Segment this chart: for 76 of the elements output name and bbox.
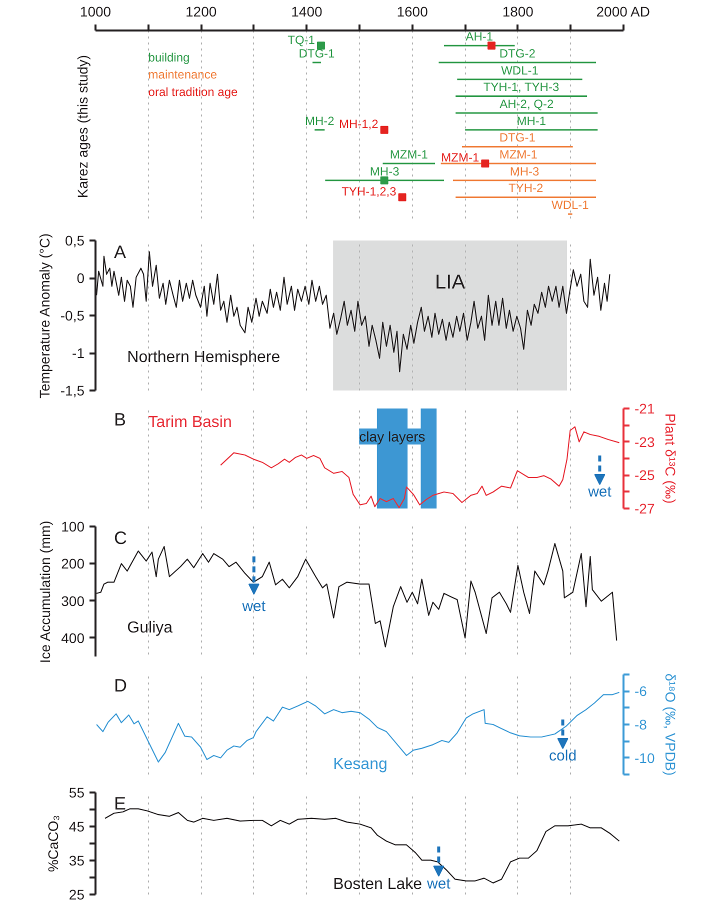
y2-axis-title: δ¹⁸O (‰, VPDB) xyxy=(662,673,679,776)
annotation: wet xyxy=(587,484,612,500)
data-label: MH-1 xyxy=(516,114,546,128)
x-tick-label: 1800 xyxy=(502,4,534,20)
y-tick-label: 0 xyxy=(76,270,85,286)
annotation: cold xyxy=(549,748,577,764)
y-axis-title: %CaCO₃ xyxy=(44,814,61,872)
text: Northern Hemisphere xyxy=(127,349,280,366)
data-label: DTG-1 xyxy=(499,130,536,145)
annotation: wet xyxy=(241,598,266,615)
series-label: Bosten Lake xyxy=(333,876,422,893)
y2-tick-label: -21 xyxy=(634,400,655,416)
y2-tick-label: -6 xyxy=(634,683,648,700)
y2-tick-label: -25 xyxy=(634,467,655,484)
x-tick-label: 1200 xyxy=(186,4,217,20)
data-label: MH-1,2 xyxy=(338,116,379,131)
y-tick-label: -1 xyxy=(72,345,85,361)
annotation: C xyxy=(114,528,127,548)
data-label: WDL-1 xyxy=(501,63,539,78)
data-label: MZM-1 xyxy=(390,148,428,162)
data-label: MH-3 xyxy=(370,164,400,178)
data-label: DTG-2 xyxy=(499,46,536,60)
y-axis-title: Karez ages (this study) xyxy=(74,54,90,198)
data-label: TQ-1 xyxy=(288,32,316,47)
x-tick-label: 1600 xyxy=(396,4,428,20)
data-label: AH-2, Q-2 xyxy=(500,97,554,112)
x-tick-label: 2000 AD xyxy=(596,4,650,20)
y2-tick-label: -23 xyxy=(634,434,655,450)
text: maintenance xyxy=(148,68,218,82)
data-label: TYH-1,2,3 xyxy=(342,184,397,198)
data-label: WDL-1 xyxy=(552,198,590,212)
point xyxy=(488,42,496,50)
text: oral tradition age xyxy=(148,84,238,99)
point xyxy=(380,126,388,134)
y-tick-label: 45 xyxy=(68,818,85,834)
series-label: Kesang xyxy=(333,756,388,773)
data-label: TYH-2 xyxy=(508,181,544,196)
x-tick-label: 1000 xyxy=(80,4,112,20)
data-label: MZM-1 xyxy=(441,150,480,165)
point xyxy=(398,193,406,202)
y-tick-label: 25 xyxy=(68,886,85,902)
y2-axis-title: Plant δ¹³C (‰) xyxy=(662,413,679,504)
y-tick-label: 55 xyxy=(68,784,85,800)
y-tick-label: -1,5 xyxy=(60,382,85,398)
line-series xyxy=(220,426,620,508)
band-label: LIA xyxy=(435,272,466,294)
y2-tick-label: -8 xyxy=(634,716,648,732)
annotation: B xyxy=(114,410,126,430)
point xyxy=(380,176,388,184)
band-label: clay layers xyxy=(359,428,426,444)
series-label: Tarim Basin xyxy=(148,414,232,431)
annotation: D xyxy=(114,676,127,696)
data-label: TYH-1, TYH-3 xyxy=(483,80,560,94)
y2-tick-label: -10 xyxy=(634,750,655,766)
point xyxy=(481,160,490,168)
y-tick-label: 100 xyxy=(61,518,85,534)
text: building xyxy=(148,50,190,64)
data-label: DTG-1 xyxy=(298,46,336,60)
y-tick-label: -0,5 xyxy=(60,308,85,324)
x-tick-label: 1400 xyxy=(291,4,322,20)
data-label: MH-3 xyxy=(510,164,540,178)
y-tick-label: 300 xyxy=(61,592,85,609)
data-label: MZM-1 xyxy=(499,148,538,162)
y-tick-label: 200 xyxy=(61,556,85,572)
y-tick-label: 0,5 xyxy=(65,232,85,248)
data-label: MH-2 xyxy=(304,114,335,128)
y-axis-title: Temperature Anomaly (°C) xyxy=(36,233,52,398)
annotation: E xyxy=(114,794,126,814)
text: Guliya xyxy=(127,619,173,636)
y-tick-label: 400 xyxy=(61,630,85,646)
y-tick-label: 35 xyxy=(68,852,85,868)
y2-tick-label: -27 xyxy=(634,500,655,516)
y-axis-title: Ice Accumulation (mm) xyxy=(37,520,54,664)
annotation: A xyxy=(114,242,126,262)
data-label: AH-1 xyxy=(466,30,494,44)
annotation: wet xyxy=(426,875,452,892)
